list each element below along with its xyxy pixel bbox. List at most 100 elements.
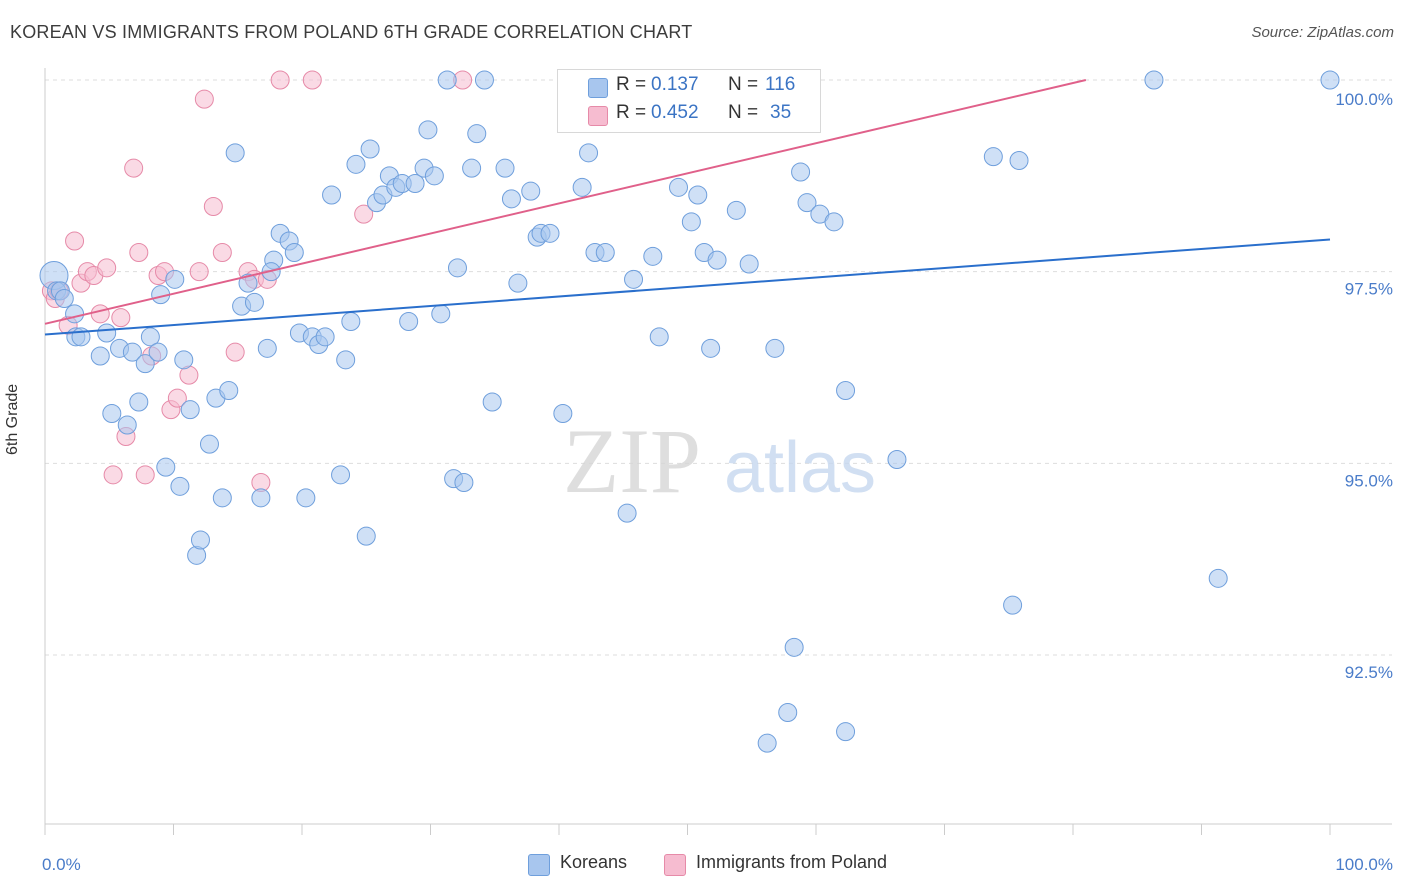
point-koreans xyxy=(244,292,264,312)
point-koreans xyxy=(148,342,168,362)
point-koreans xyxy=(681,212,701,232)
chart-title: KOREAN VS IMMIGRANTS FROM POLAND 6TH GRA… xyxy=(10,22,693,42)
point-koreans xyxy=(322,185,342,205)
legend-label-poland: Immigrants from Poland xyxy=(696,852,888,872)
point-koreans xyxy=(726,200,746,220)
point-koreans xyxy=(757,733,777,753)
point-koreans xyxy=(140,327,160,347)
point-koreans xyxy=(454,473,474,492)
point-koreans xyxy=(778,703,798,722)
point-immigrants-from-poland xyxy=(124,158,144,178)
point-koreans xyxy=(212,488,232,508)
point-koreans xyxy=(707,250,727,270)
point-koreans xyxy=(156,457,176,477)
point-immigrants-from-poland xyxy=(302,70,322,90)
watermark: ZIP atlas xyxy=(563,410,876,512)
legend-label-koreans: Koreans xyxy=(560,852,628,872)
point-koreans xyxy=(887,450,907,469)
legend-r-label: R = xyxy=(616,74,647,95)
point-koreans xyxy=(418,120,438,140)
point-koreans xyxy=(284,243,304,262)
point-koreans xyxy=(617,503,637,523)
y-tick-label: 92.5% xyxy=(1345,663,1393,682)
legend-swatch-poland xyxy=(664,854,686,876)
point-koreans xyxy=(688,185,708,205)
point-koreans xyxy=(102,404,122,423)
point-koreans xyxy=(180,400,200,420)
legend-n-label: N = xyxy=(728,74,759,95)
point-immigrants-from-poland xyxy=(65,231,85,251)
point-koreans xyxy=(174,350,194,370)
point-immigrants-from-poland xyxy=(135,465,155,485)
point-koreans xyxy=(836,722,856,742)
point-immigrants-from-poland xyxy=(203,197,223,216)
point-koreans xyxy=(501,189,521,209)
point-koreans xyxy=(405,174,425,193)
point-koreans xyxy=(437,70,457,90)
point-koreans xyxy=(643,246,663,266)
point-immigrants-from-poland xyxy=(189,262,209,282)
point-koreans xyxy=(341,312,361,331)
point-koreans xyxy=(540,223,560,243)
point-koreans xyxy=(424,166,444,186)
point-koreans xyxy=(336,350,356,370)
legend-swatch-blue xyxy=(588,78,608,98)
point-koreans xyxy=(225,143,245,163)
source-credit: Source: ZipAtlas.com xyxy=(1251,24,1394,41)
point-koreans xyxy=(739,254,759,274)
legend-swatch-koreans xyxy=(528,854,550,876)
x-tick-label-max: 100.0% xyxy=(1335,855,1393,874)
point-koreans xyxy=(1003,595,1023,615)
point-koreans xyxy=(117,415,137,435)
point-immigrants-from-poland xyxy=(212,243,232,262)
x-tick-label-min: 0.0% xyxy=(42,855,81,874)
point-koreans xyxy=(495,158,515,178)
point-koreans xyxy=(579,143,599,163)
legend-n-value: 116 xyxy=(765,74,796,95)
trend-line-poland xyxy=(44,79,1087,325)
point-immigrants-from-poland xyxy=(225,342,245,362)
point-koreans xyxy=(521,181,541,201)
point-koreans xyxy=(701,338,721,358)
point-koreans xyxy=(474,70,494,90)
point-koreans xyxy=(431,304,451,324)
point-koreans xyxy=(467,124,487,144)
watermark-atlas: atlas xyxy=(724,428,876,508)
point-immigrants-from-poland xyxy=(194,89,214,109)
watermark-zip: ZIP xyxy=(563,410,701,512)
point-koreans xyxy=(199,434,219,454)
y-tick-label: 97.5% xyxy=(1345,280,1393,299)
point-koreans xyxy=(553,404,573,423)
legend-swatch-pink xyxy=(588,106,608,126)
point-koreans xyxy=(765,338,785,358)
point-koreans xyxy=(97,323,117,343)
tick-labels: 92.5% 95.0% 97.5% 100.0% 0.0% 100.0% xyxy=(42,90,1393,874)
point-immigrants-from-poland xyxy=(90,304,110,324)
point-immigrants-from-poland xyxy=(111,308,131,328)
point-koreans xyxy=(447,258,467,278)
legend-r-label: R = xyxy=(616,102,647,123)
point-koreans xyxy=(784,637,804,657)
point-koreans xyxy=(462,158,482,178)
trend-lines xyxy=(44,79,1331,336)
point-koreans xyxy=(482,392,502,412)
point-koreans xyxy=(360,139,380,159)
point-immigrants-from-poland xyxy=(354,204,374,224)
point-koreans xyxy=(170,476,190,496)
point-koreans xyxy=(315,327,335,347)
point-koreans xyxy=(836,381,856,400)
point-koreans xyxy=(122,342,142,362)
point-koreans xyxy=(399,312,419,331)
point-koreans xyxy=(346,154,366,174)
point-koreans xyxy=(1144,70,1164,90)
point-koreans xyxy=(983,147,1003,167)
point-immigrants-from-poland xyxy=(97,258,117,278)
point-koreans xyxy=(572,177,592,197)
point-koreans xyxy=(251,488,271,508)
point-koreans xyxy=(356,526,376,546)
point-immigrants-from-poland xyxy=(103,465,123,485)
point-koreans xyxy=(508,273,528,293)
point-immigrants-from-poland xyxy=(167,388,187,408)
y-tick-label: 100.0% xyxy=(1335,90,1393,109)
